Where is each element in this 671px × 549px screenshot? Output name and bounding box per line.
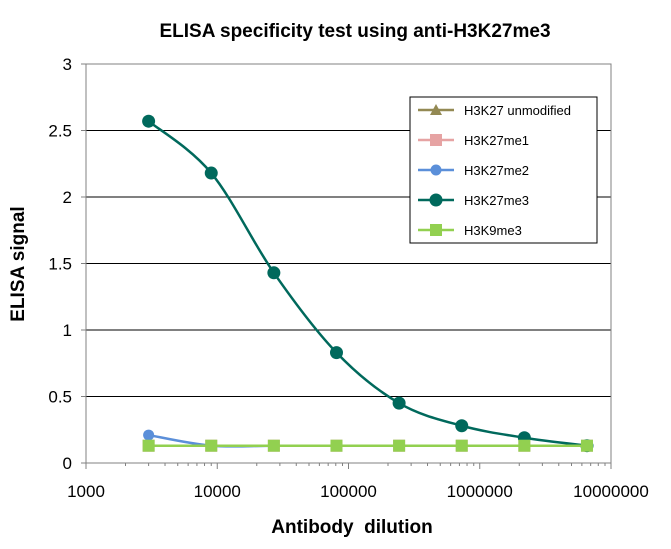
y-axis-ticks: 0 0.5 1 1.5 2 2.5 3 [48, 55, 86, 473]
data-point [142, 114, 156, 128]
legend: H3K27 unmodified H3K27me1 H3K27me2 H3K27me3… [409, 96, 598, 244]
legend-marker [430, 104, 442, 115]
y-tick-label: 1.5 [48, 255, 72, 274]
chart-title: ELISA specificity test using anti-H3K27m… [159, 21, 550, 42]
data-point [205, 439, 218, 452]
legend-item: H3K27me3 [418, 193, 529, 208]
legend-marker [430, 164, 442, 176]
data-point [329, 346, 343, 360]
x-tick-label: 10000 [194, 482, 241, 501]
legend-label: H3K27me3 [464, 193, 529, 208]
legend-item: H3K27 unmodified [418, 103, 571, 118]
y-tick-label: 0 [63, 454, 72, 473]
x-tick-label: 10000000 [573, 482, 649, 501]
y-tick-label: 1 [63, 321, 72, 340]
legend-marker [429, 193, 443, 207]
data-point [393, 439, 406, 452]
data-point [267, 439, 280, 452]
data-point [330, 439, 343, 452]
y-axis-title: ELISA signal [8, 206, 29, 321]
legend-label: H3K27me1 [464, 133, 529, 148]
legend-item: H3K27me1 [418, 133, 529, 148]
series-4 [142, 439, 593, 452]
series-group [142, 114, 594, 453]
data-point [518, 439, 531, 452]
legend-marker [430, 224, 442, 236]
legend-label: H3K9me3 [464, 223, 522, 238]
y-tick-label: 0.5 [48, 388, 72, 407]
x-axis-title: Antibody dilution [271, 517, 432, 538]
y-tick-label: 2 [63, 188, 72, 207]
legend-item: H3K9me3 [418, 223, 522, 238]
y-tick-label: 2.5 [48, 122, 72, 141]
x-tick-label: 100000 [320, 482, 377, 501]
data-point [204, 166, 218, 180]
data-point [455, 439, 468, 452]
data-point [580, 439, 593, 452]
data-point [267, 266, 281, 280]
x-axis-ticks: 1000 10000 100000 1000000 10000000 [67, 463, 649, 501]
data-point [142, 439, 155, 452]
data-point [143, 429, 155, 441]
legend-label: H3K27 unmodified [464, 103, 571, 118]
x-tick-label: 1000000 [447, 482, 513, 501]
legend-marker [430, 134, 442, 146]
legend-label: H3K27me2 [464, 163, 529, 178]
data-point [392, 396, 406, 410]
data-point [455, 419, 469, 433]
y-tick-label: 3 [63, 55, 72, 74]
legend-item: H3K27me2 [418, 163, 529, 178]
x-tick-label: 1000 [67, 482, 105, 501]
